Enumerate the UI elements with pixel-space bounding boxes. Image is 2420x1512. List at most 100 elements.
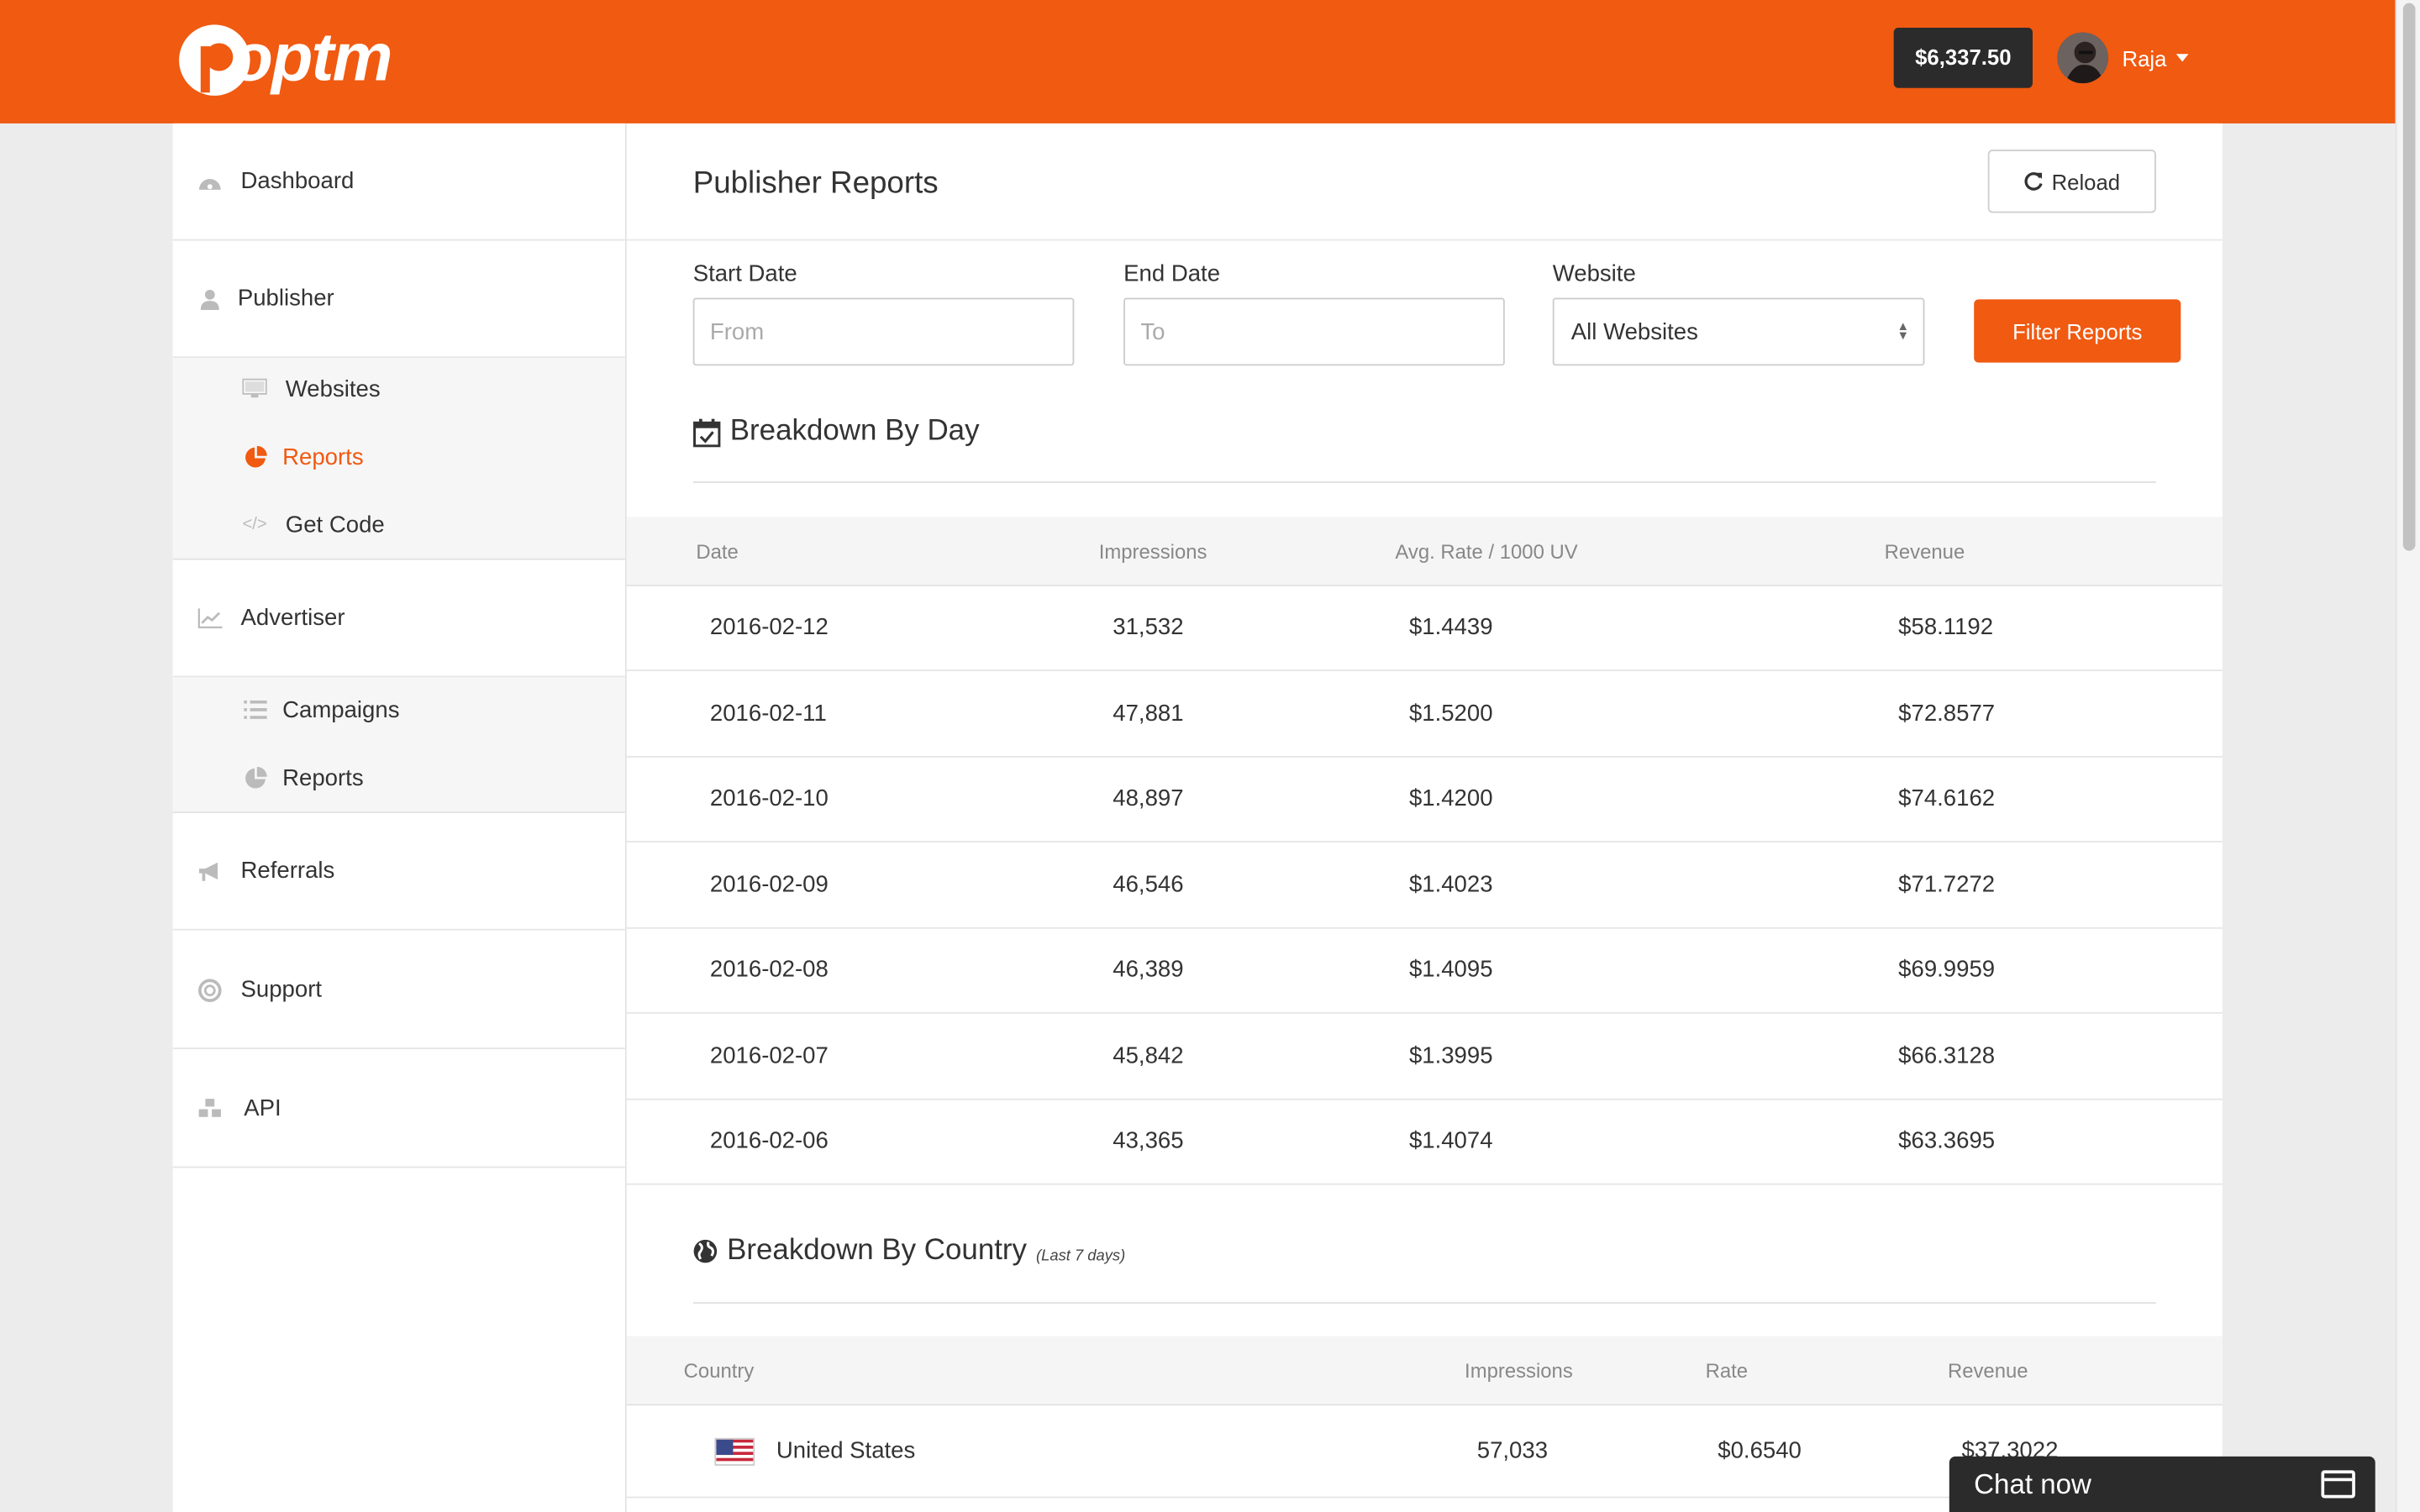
avatar	[2057, 32, 2108, 84]
country-rate: $0.6540	[1718, 1437, 1802, 1465]
row-impressions: 43,365	[1113, 1127, 1184, 1154]
dashboard-icon	[197, 169, 222, 193]
sidebar-item-label: Publisher	[237, 285, 334, 312]
sidebar-item-label: Websites	[285, 375, 381, 402]
sidebar-item-advertiser[interactable]: Advertiser	[172, 559, 625, 678]
code-icon: </>	[242, 515, 267, 534]
row-revenue: $69.9959	[1898, 956, 1996, 983]
reload-button[interactable]: Reload	[1987, 150, 2156, 213]
divider	[626, 239, 2223, 241]
day-table-header: Date Impressions Avg. Rate / 1000 UV Rev…	[626, 517, 2223, 586]
row-date: 2016-02-08	[709, 956, 829, 983]
svg-text:optm: optm	[232, 20, 392, 96]
table-row: 2016-02-10 48,897 $1.4200 $74.6162	[626, 758, 2223, 843]
row-date: 2016-02-11	[709, 699, 827, 727]
top-navbar: optm $6,337.50 Raja	[0, 0, 2396, 123]
row-impressions: 48,897	[1113, 785, 1184, 812]
row-impressions: 31,532	[1113, 614, 1184, 641]
poptm-logo[interactable]: optm	[173, 15, 443, 105]
country-impressions: 57,033	[1476, 1437, 1549, 1465]
breakdown-by-day-heading: Breakdown By Day	[693, 415, 980, 449]
row-date: 2016-02-06	[709, 1127, 829, 1154]
section-subtitle: (Last 7 days)	[1036, 1247, 1126, 1265]
filter-reports-button[interactable]: Filter Reports	[1974, 299, 2181, 363]
website-label: Website	[1552, 260, 1636, 287]
sidebar-item-label: API	[244, 1095, 281, 1122]
sidebar-item-advertiser-reports[interactable]: Reports	[173, 747, 625, 808]
start-date-label: Start Date	[692, 260, 797, 287]
row-revenue: $63.3695	[1898, 1127, 1996, 1154]
column-header: Revenue	[1884, 539, 1965, 564]
row-impressions: 46,546	[1113, 870, 1184, 898]
page-scrollbar[interactable]	[2395, 0, 2420, 1512]
sidebar-item-label: Dashboard	[240, 168, 355, 195]
sidebar-item-support[interactable]: Support	[172, 932, 625, 1049]
publisher-submenu: Websites Reports </> Get Code	[172, 358, 625, 560]
row-avg-rate: $1.4023	[1408, 870, 1493, 898]
row-avg-rate: $1.4439	[1408, 614, 1493, 641]
advertiser-submenu: Campaigns Reports	[172, 677, 625, 813]
user-icon	[197, 286, 222, 311]
sidebar-item-label: Referrals	[240, 858, 335, 885]
pie-chart-icon	[242, 765, 266, 790]
row-impressions: 45,842	[1113, 1042, 1184, 1068]
country-table-header: Country Impressions Rate Revenue	[626, 1336, 2223, 1406]
line-chart-icon	[197, 606, 223, 630]
reload-label: Reload	[2051, 169, 2121, 194]
table-row: 2016-02-07 45,842 $1.3995 $66.3128	[626, 1015, 2223, 1100]
sidebar-item-websites[interactable]: Websites	[173, 358, 625, 419]
row-avg-rate: $1.3995	[1408, 1042, 1493, 1068]
column-header: Country	[683, 1359, 755, 1383]
column-header: Impressions	[1465, 1359, 1573, 1383]
chevron-down-icon	[2175, 54, 2189, 62]
row-avg-rate: $1.4095	[1408, 956, 1493, 983]
sidebar-item-label: Reports	[282, 444, 364, 470]
section-title: Breakdown By Country	[727, 1234, 1028, 1267]
row-revenue: $74.6162	[1898, 785, 1996, 812]
end-date-input[interactable]	[1123, 297, 1505, 366]
sidebar-item-publisher[interactable]: Publisher	[172, 240, 625, 359]
divider	[692, 1302, 2156, 1305]
life-ring-icon	[197, 978, 222, 1002]
row-avg-rate: $1.5200	[1408, 699, 1493, 727]
website-select[interactable]: All Websites ▲ ▼	[1552, 297, 1925, 366]
row-revenue: $66.3128	[1898, 1042, 1996, 1068]
column-header: Revenue	[1947, 1359, 2028, 1383]
table-row: 2016-02-08 46,389 $1.4095 $69.9959	[626, 929, 2223, 1014]
row-date: 2016-02-09	[709, 870, 829, 898]
table-row: 2016-02-09 46,546 $1.4023 $71.7272	[626, 843, 2223, 928]
sidebar-item-publisher-reports[interactable]: Reports	[173, 426, 625, 487]
account-balance[interactable]: $6,337.50	[1893, 28, 2033, 88]
row-avg-rate: $1.4200	[1408, 785, 1493, 812]
scrollbar-thumb[interactable]	[2402, 3, 2416, 551]
section-title: Breakdown By Day	[729, 415, 980, 448]
page-title: Publisher Reports	[692, 166, 939, 201]
row-date: 2016-02-07	[709, 1042, 829, 1068]
row-impressions: 47,881	[1113, 699, 1184, 727]
sidebar-item-dashboard[interactable]: Dashboard	[172, 123, 625, 241]
sidebar-item-get-code[interactable]: </> Get Code	[173, 494, 625, 555]
start-date-input[interactable]	[692, 297, 1075, 366]
sidebar-item-api[interactable]: API	[172, 1050, 625, 1168]
chat-label: Chat now	[1974, 1467, 2091, 1499]
list-icon	[242, 697, 266, 722]
megaphone-icon	[197, 858, 222, 883]
sidebar-item-label: Advertiser	[240, 605, 345, 632]
sidebar-item-referrals[interactable]: Referrals	[172, 812, 625, 931]
sidebar-item-campaigns[interactable]: Campaigns	[173, 679, 625, 740]
monitor-icon	[242, 376, 267, 401]
user-name: Raja	[2122, 45, 2167, 71]
column-header: Avg. Rate / 1000 UV	[1395, 539, 1578, 564]
sidebar-item-label: Reports	[282, 764, 364, 791]
chat-now-widget[interactable]: Chat now	[1949, 1456, 2375, 1512]
website-select-value: All Websites	[1570, 318, 1698, 345]
select-arrows-icon: ▲ ▼	[1897, 319, 1910, 343]
column-header: Impressions	[1098, 539, 1207, 564]
breakdown-by-country-heading: Breakdown By Country (Last 7 days)	[693, 1234, 1126, 1268]
user-menu[interactable]: Raja	[2057, 32, 2189, 84]
end-date-label: End Date	[1123, 260, 1221, 287]
row-revenue: $58.1192	[1898, 614, 1994, 641]
cubes-icon	[197, 1096, 222, 1121]
sidebar-item-label: Campaigns	[282, 696, 400, 723]
